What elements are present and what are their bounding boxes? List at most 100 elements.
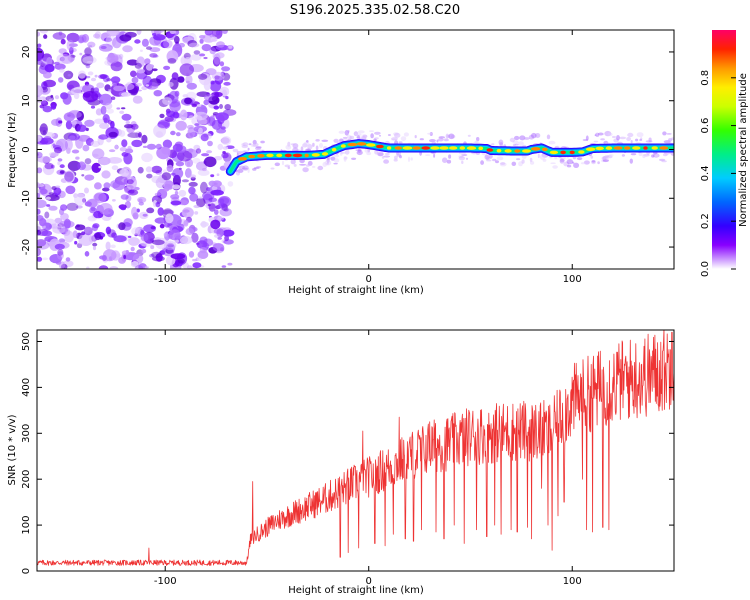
noise-blob: [78, 233, 94, 246]
noise-blob: [142, 75, 153, 88]
noise-blob: [60, 170, 65, 174]
scatter-blob: [511, 161, 517, 166]
noise-blob: [119, 168, 129, 177]
noise-blob: [141, 242, 148, 247]
ridge-peak: [284, 153, 292, 158]
noise-blob: [201, 44, 212, 52]
noise-blob: [166, 32, 177, 40]
colorbar: 0.0 0.2 0.4 0.6 0.8 Normalized spectral ampl…: [700, 30, 749, 277]
noise-blob: [174, 191, 179, 195]
noise-blob: [192, 258, 197, 262]
noise-blob: [81, 231, 86, 236]
noise-blob: [221, 30, 228, 34]
noise-blob: [130, 261, 139, 268]
noise-blob: [134, 265, 144, 269]
noise-blob: [84, 201, 92, 207]
noise-blob: [212, 56, 221, 67]
noise-blob: [184, 57, 192, 66]
scatter-blob: [429, 139, 436, 143]
scatter-blob: [566, 156, 569, 159]
noise-blob: [43, 71, 52, 79]
scatter-blob: [374, 149, 379, 155]
noise-blob: [178, 223, 185, 231]
noise-blob: [227, 262, 233, 266]
scatter-blob: [317, 165, 324, 171]
noise-blob: [37, 199, 47, 208]
noise-blob: [187, 126, 196, 139]
colorbar-label: Normalized spectral amplitude: [738, 73, 749, 227]
noise-blob: [106, 108, 114, 114]
noise-blob: [144, 266, 149, 269]
noise-blob: [136, 30, 142, 35]
noise-blob: [196, 104, 202, 107]
noise-blob: [163, 65, 171, 70]
ridge-peak: [486, 148, 494, 152]
scatter-blob: [486, 159, 492, 162]
noise-blob: [175, 132, 181, 137]
scatter-blob: [285, 144, 292, 150]
noise-blob: [123, 178, 129, 185]
scatter-blob: [366, 151, 372, 156]
noise-blob: [92, 242, 98, 247]
y-tick-label: 100: [21, 516, 32, 535]
noise-blob: [63, 218, 71, 229]
noise-blob: [139, 49, 143, 52]
noise-blob: [60, 38, 66, 45]
noise-blob: [159, 223, 165, 229]
noise-blob: [151, 165, 163, 174]
ridge-peak: [394, 146, 403, 150]
scatter-blob: [410, 157, 413, 161]
colorbar-ticks: 0.0 0.2 0.4 0.6 0.8: [700, 70, 736, 277]
y-tick-label: 200: [21, 470, 32, 489]
ridge-peak: [292, 153, 303, 158]
noise-blob: [106, 30, 120, 37]
noise-blob: [216, 173, 220, 176]
noise-blob: [212, 53, 217, 59]
noise-blob: [74, 240, 78, 245]
noise-blob: [90, 77, 97, 82]
scatter-blob: [539, 154, 546, 160]
scatter-blob: [374, 131, 381, 135]
x-axis-label-top: Height of straight line (km): [288, 285, 424, 296]
ridge-peak: [578, 150, 585, 154]
noise-blob: [116, 107, 121, 110]
ridge-peak: [569, 150, 575, 155]
scatter-blob: [369, 130, 374, 133]
noise-blob: [118, 130, 126, 137]
noise-blob: [107, 229, 116, 238]
scatter-blob: [638, 151, 643, 157]
scatter-blob: [465, 157, 469, 160]
scatter-blob: [302, 167, 309, 173]
noise-blob: [191, 232, 199, 243]
scatter-blob: [514, 143, 519, 146]
noise-blob: [151, 239, 165, 246]
noise-blob: [107, 88, 112, 93]
noise-blob: [200, 181, 208, 194]
scatter-blob: [312, 165, 316, 168]
scatter-blob: [306, 140, 309, 143]
noise-blob: [93, 192, 107, 204]
noise-blob: [93, 33, 101, 39]
noise-blob: [41, 230, 53, 237]
scatter-blob: [448, 133, 455, 140]
noise-blob: [170, 194, 180, 200]
noise-blob: [127, 132, 141, 138]
noise-blob: [59, 68, 65, 73]
colorbar-tick-label: 0.6: [700, 118, 711, 134]
scatter-blob: [567, 164, 572, 168]
noise-blob: [142, 145, 148, 148]
scatter-blob: [516, 158, 521, 161]
scatter-blob: [396, 152, 400, 156]
noise-blob: [132, 95, 143, 104]
ridge-peak: [412, 146, 421, 150]
noise-blob: [177, 258, 185, 264]
y-tick-label: 0: [21, 146, 32, 152]
noise-blob: [82, 56, 97, 64]
noise-blob: [162, 139, 173, 149]
noise-blob: [110, 76, 121, 84]
noise-blob: [217, 237, 222, 240]
scatter-blob: [414, 135, 417, 139]
noise-blob: [60, 204, 68, 211]
noise-blob: [222, 146, 229, 150]
